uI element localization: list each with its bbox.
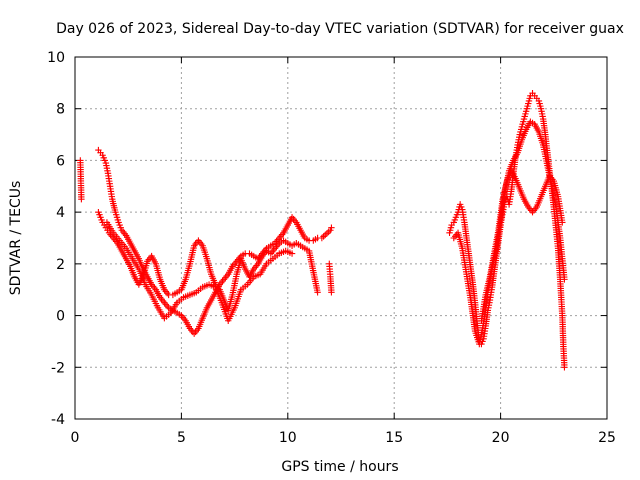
x-tick-label: 0: [71, 430, 80, 446]
x-axis-label: GPS time / hours: [281, 459, 398, 475]
data-point: [328, 224, 335, 231]
series-track-a: [77, 146, 335, 337]
series-track-c: [103, 219, 296, 324]
x-tick-label: 5: [177, 430, 186, 446]
y-tick-label: -2: [51, 360, 65, 376]
y-tick-label: 8: [56, 102, 65, 118]
x-axis-ticks: 0 5 10 15 20 25: [71, 57, 616, 446]
data-point: [288, 250, 296, 257]
data-point: [78, 196, 85, 203]
y-tick-label: 2: [56, 257, 65, 273]
data-point: [559, 219, 566, 226]
y-tick-label: 6: [56, 153, 65, 169]
series-track-d: [446, 90, 568, 371]
y-tick-label: 4: [56, 205, 65, 221]
x-tick-label: 10: [279, 430, 297, 446]
y-axis-label: SDTVAR / TECUs: [8, 181, 24, 296]
chart-title: Day 026 of 2023, Sidereal Day-to-day VTE…: [56, 21, 624, 37]
data-points: [77, 90, 568, 371]
y-tick-label: -4: [51, 412, 65, 428]
data-point: [328, 289, 335, 296]
grid-lines: [75, 57, 607, 419]
series-track-e: [450, 118, 568, 348]
series-track-f: [478, 167, 566, 324]
y-tick-label: 0: [56, 309, 65, 325]
x-tick-label: 20: [492, 430, 510, 446]
data-point: [314, 289, 321, 296]
series-track-b: [95, 208, 335, 314]
y-tick-label: 10: [47, 50, 65, 66]
data-point: [561, 364, 568, 371]
x-tick-label: 15: [385, 430, 403, 446]
plot-frame: [74, 56, 608, 420]
data-point: [561, 276, 568, 283]
x-tick-label: 25: [598, 430, 616, 446]
